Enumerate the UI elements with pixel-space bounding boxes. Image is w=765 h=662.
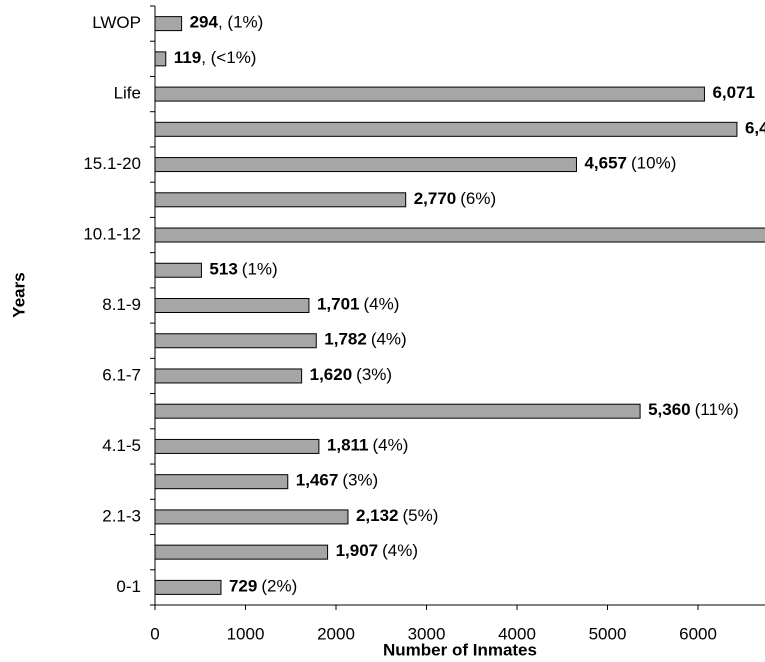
- data-label-value: 1,907: [336, 542, 379, 561]
- bar: [155, 544, 329, 560]
- data-label-percent: (10%): [631, 154, 676, 173]
- bar: [155, 438, 320, 454]
- data-label: 4,657 (10%): [584, 154, 676, 173]
- data-label-percent: , (<1%): [201, 48, 256, 67]
- bar: [155, 403, 641, 419]
- data-label-value: 1,811: [327, 436, 369, 455]
- data-label: 1,620 (3%): [310, 365, 392, 384]
- data-label-percent: (3%): [356, 365, 392, 384]
- data-label: 1,467 (3%): [296, 471, 378, 490]
- data-label-value: 6,43: [745, 119, 765, 138]
- y-tick-label: Life: [114, 84, 141, 103]
- data-label-value: 5,360: [648, 401, 691, 420]
- data-label-value: 1,701: [317, 295, 360, 314]
- data-label: 119, (<1%): [174, 48, 257, 67]
- data-label-value: 729: [229, 577, 257, 596]
- x-tick-label: 2000: [317, 624, 355, 643]
- x-tick-label: 6000: [679, 624, 717, 643]
- x-tick-label: 1000: [227, 624, 265, 643]
- data-label-value: 294: [190, 13, 219, 32]
- x-tick-label: 4000: [498, 624, 536, 643]
- y-tick-label: 15.1-20: [83, 154, 141, 173]
- data-label-percent: (4%): [382, 542, 418, 561]
- data-label: 1,811 (4%): [327, 436, 409, 455]
- data-label-value: 4,657: [584, 154, 627, 173]
- y-tick-label: LWOP: [92, 13, 141, 32]
- data-label: 294, (1%): [190, 13, 264, 32]
- y-tick-label: 8.1-9: [102, 295, 141, 314]
- bar: [155, 192, 407, 208]
- bar: [155, 333, 317, 349]
- y-tick-label: 0-1: [116, 577, 141, 596]
- data-label: 2,770 (6%): [414, 189, 496, 208]
- data-label-percent: (5%): [403, 506, 439, 525]
- y-tick-label: 2.1-3: [102, 506, 141, 525]
- data-label: 729 (2%): [229, 577, 297, 596]
- bar: [155, 157, 577, 173]
- data-label-value: 1,782: [324, 330, 367, 349]
- data-label-percent: (4%): [371, 330, 407, 349]
- data-label: 1,701 (4%): [317, 295, 399, 314]
- y-axis-title: Years: [9, 272, 28, 317]
- data-label-percent: (4%): [363, 295, 399, 314]
- bar: [155, 368, 303, 384]
- data-label-percent: (4%): [373, 436, 409, 455]
- data-label-percent: (11%): [695, 401, 739, 420]
- bar: [155, 262, 202, 278]
- x-tick-label: 5000: [589, 624, 627, 643]
- bar: [155, 579, 222, 595]
- bar: [155, 509, 349, 525]
- data-label-percent: (6%): [460, 189, 496, 208]
- plot-area: [155, 16, 765, 595]
- data-label: 6,43: [745, 119, 765, 138]
- bar: [155, 121, 738, 137]
- data-label: 1,907 (4%): [336, 542, 418, 561]
- y-tick-label: 10.1-12: [83, 225, 141, 244]
- data-label-percent: (2%): [261, 577, 297, 596]
- data-label: 5,360 (11%): [648, 401, 739, 420]
- data-label: 6,071: [712, 84, 755, 103]
- bar: [155, 227, 765, 243]
- y-tick-label: 4.1-5: [102, 436, 141, 455]
- bar: [155, 298, 310, 313]
- bar: [155, 474, 289, 490]
- data-label-value: 513: [209, 260, 237, 279]
- y-tick-label: 6.1-7: [102, 365, 141, 384]
- x-tick-label: 3000: [408, 624, 446, 643]
- data-label-value: 1,620: [310, 365, 353, 384]
- x-axis-title: Number of Inmates: [383, 640, 537, 659]
- data-label-value: 1,467: [296, 471, 339, 490]
- data-label-value: 2,770: [414, 189, 457, 208]
- bar: [155, 16, 183, 32]
- data-label-percent: (3%): [342, 471, 378, 490]
- data-label-value: 119: [174, 48, 201, 67]
- data-label-value: 2,132: [356, 506, 399, 525]
- data-label-percent: (1%): [242, 260, 278, 279]
- bar: [155, 86, 705, 102]
- data-label: 1,782 (4%): [324, 330, 406, 349]
- x-tick-label: 0: [150, 624, 159, 643]
- bar: [155, 51, 167, 67]
- data-label: 2,132 (5%): [356, 506, 438, 525]
- data-label-percent: , (1%): [218, 13, 263, 32]
- data-label-value: 6,071: [712, 84, 755, 103]
- data-label: 513 (1%): [209, 260, 277, 279]
